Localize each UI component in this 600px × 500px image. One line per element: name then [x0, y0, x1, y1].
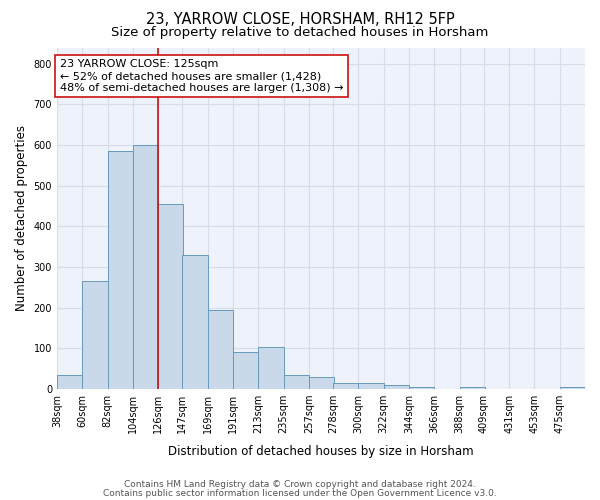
Bar [309, 377, 334, 389]
Bar [460, 387, 485, 389]
Bar [258, 347, 284, 389]
X-axis label: Distribution of detached houses by size in Horsham: Distribution of detached houses by size … [168, 444, 474, 458]
Bar [208, 310, 233, 389]
Bar [560, 387, 585, 389]
Text: 23 YARROW CLOSE: 125sqm
← 52% of detached houses are smaller (1,428)
48% of semi: 23 YARROW CLOSE: 125sqm ← 52% of detache… [59, 60, 343, 92]
Bar [284, 375, 309, 389]
Bar [233, 352, 258, 389]
Bar [107, 151, 133, 389]
Bar [358, 383, 383, 389]
Bar [57, 375, 82, 389]
Bar [333, 383, 358, 389]
Bar [82, 282, 107, 389]
Text: 23, YARROW CLOSE, HORSHAM, RH12 5FP: 23, YARROW CLOSE, HORSHAM, RH12 5FP [146, 12, 454, 28]
Text: Contains HM Land Registry data © Crown copyright and database right 2024.: Contains HM Land Registry data © Crown c… [124, 480, 476, 489]
Bar [409, 387, 434, 389]
Y-axis label: Number of detached properties: Number of detached properties [15, 126, 28, 312]
Bar [182, 255, 208, 389]
Bar [158, 204, 184, 389]
Bar [383, 385, 409, 389]
Text: Size of property relative to detached houses in Horsham: Size of property relative to detached ho… [112, 26, 488, 39]
Bar [133, 145, 158, 389]
Text: Contains public sector information licensed under the Open Government Licence v3: Contains public sector information licen… [103, 488, 497, 498]
